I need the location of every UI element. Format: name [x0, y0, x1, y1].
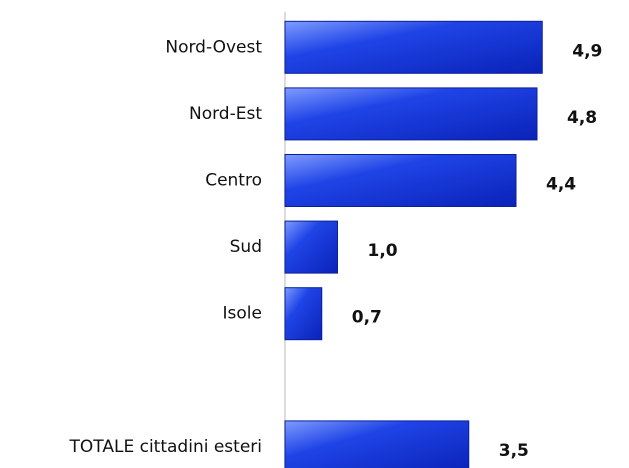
value-label: 0,7	[352, 308, 382, 328]
y-tick-label: Sud	[230, 237, 262, 257]
value-label: 3,5	[499, 441, 529, 461]
y-tick-label: Nord-Est	[189, 104, 262, 124]
bar	[284, 87, 538, 141]
bar	[284, 220, 338, 274]
bar	[284, 287, 323, 341]
y-tick-label: TOTALE cittadini esteri	[69, 437, 262, 457]
y-tick-label: Nord-Ovest	[165, 37, 262, 57]
value-label: 4,8	[567, 108, 597, 128]
y-tick-label: Centro	[205, 171, 262, 191]
value-label: 4,9	[572, 41, 602, 61]
value-label: 4,4	[546, 175, 576, 195]
y-tick-label: Isole	[223, 304, 262, 324]
bar	[284, 154, 517, 207]
value-label: 1,0	[368, 241, 398, 261]
bar	[284, 20, 543, 74]
bar	[284, 420, 470, 468]
